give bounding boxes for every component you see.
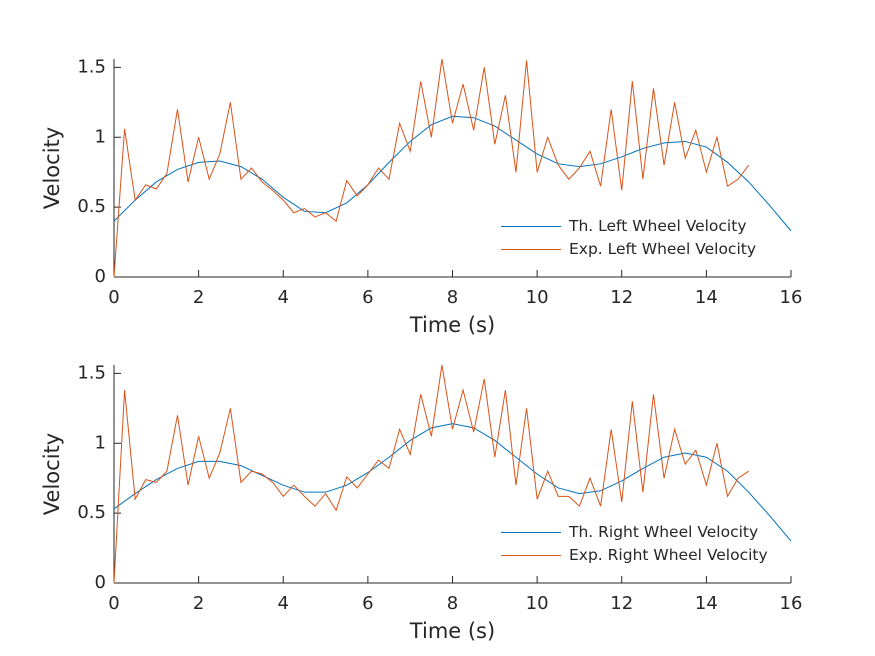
x-tick-label: 16 xyxy=(780,593,803,614)
x-tick-label: 2 xyxy=(193,287,204,308)
x-tick-label: 0 xyxy=(108,287,119,308)
x-tick-label: 14 xyxy=(695,287,718,308)
y-axis-label: Velocity xyxy=(40,433,64,515)
legend-label: Exp. Right Wheel Velocity xyxy=(569,546,768,564)
x-tick-label: 8 xyxy=(447,287,458,308)
x-tick-label: 4 xyxy=(278,287,289,308)
y-tick-label: 1 xyxy=(95,432,106,453)
subplot: 0 2 4 6 8 10 12 14 16 0 0.5 1 1.5 Time (s) Velocity Th.… xyxy=(40,362,802,643)
y-tick-label: 1.5 xyxy=(77,56,106,77)
x-tick-label: 0 xyxy=(108,593,119,614)
x-tick-label: 14 xyxy=(695,593,718,614)
y-tick-label: 0 xyxy=(95,572,106,593)
legend-label: Th. Right Wheel Velocity xyxy=(568,523,758,541)
subplot: 0 2 4 6 8 10 12 14 16 0 0.5 1 1.5 Time (s) Velocity Th.… xyxy=(40,56,802,337)
x-tick-label: 2 xyxy=(193,593,204,614)
x-tick-label: 12 xyxy=(610,287,633,308)
y-tick-label: 1 xyxy=(95,126,106,147)
y-axis-label: Velocity xyxy=(40,127,64,209)
y-tick-label: 0.5 xyxy=(77,502,106,523)
x-tick-label: 10 xyxy=(526,287,549,308)
x-tick-label: 8 xyxy=(447,593,458,614)
data-line xyxy=(113,364,749,584)
legend-label: Exp. Left Wheel Velocity xyxy=(569,240,756,258)
x-axis-label: Time (s) xyxy=(409,313,495,337)
x-tick-label: 4 xyxy=(278,593,289,614)
x-tick-label: 12 xyxy=(610,593,633,614)
x-tick-label: 6 xyxy=(362,287,373,308)
y-tick-label: 1.5 xyxy=(77,362,106,383)
data-line xyxy=(113,58,750,278)
x-tick-label: 6 xyxy=(362,593,373,614)
y-tick-label: 0 xyxy=(95,266,106,287)
data-line xyxy=(113,423,792,542)
x-tick-label: 16 xyxy=(780,287,803,308)
x-tick-label: 10 xyxy=(526,593,549,614)
legend-label: Th. Left Wheel Velocity xyxy=(568,217,747,235)
y-tick-label: 0.5 xyxy=(77,196,106,217)
data-line xyxy=(113,115,792,232)
x-axis-label: Time (s) xyxy=(409,619,495,643)
